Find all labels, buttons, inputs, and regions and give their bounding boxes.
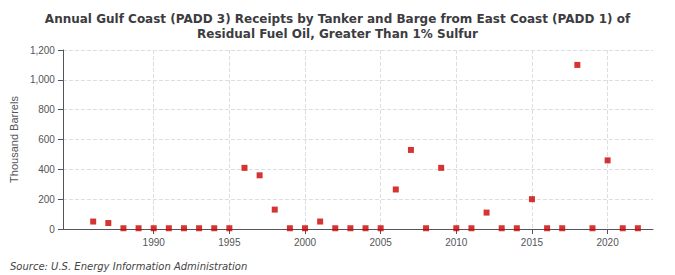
svg-text:2005: 2005: [370, 237, 393, 248]
svg-text:Thousand Barrels: Thousand Barrels: [8, 96, 20, 183]
svg-text:Residual Fuel Oil, Greater Tha: Residual Fuel Oil, Greater Than 1% Sulfu…: [197, 27, 478, 41]
svg-text:800: 800: [38, 104, 55, 115]
svg-text:0: 0: [49, 224, 55, 235]
svg-text:2000: 2000: [294, 237, 317, 248]
svg-text:2020: 2020: [596, 237, 619, 248]
svg-text:1990: 1990: [143, 237, 166, 248]
svg-text:1,000: 1,000: [30, 74, 55, 85]
svg-text:2010: 2010: [445, 237, 468, 248]
svg-text:600: 600: [38, 134, 55, 145]
svg-text:1,200: 1,200: [30, 45, 55, 56]
svg-text:Annual Gulf Coast (PADD 3) Rec: Annual Gulf Coast (PADD 3) Receipts by T…: [45, 12, 631, 26]
svg-text:1995: 1995: [218, 237, 241, 248]
svg-text:200: 200: [38, 194, 55, 205]
svg-text:Source: U.S. Energy Informatio: Source: U.S. Energy Information Administ…: [10, 261, 247, 272]
svg-text:2015: 2015: [521, 237, 544, 248]
svg-text:400: 400: [38, 164, 55, 175]
